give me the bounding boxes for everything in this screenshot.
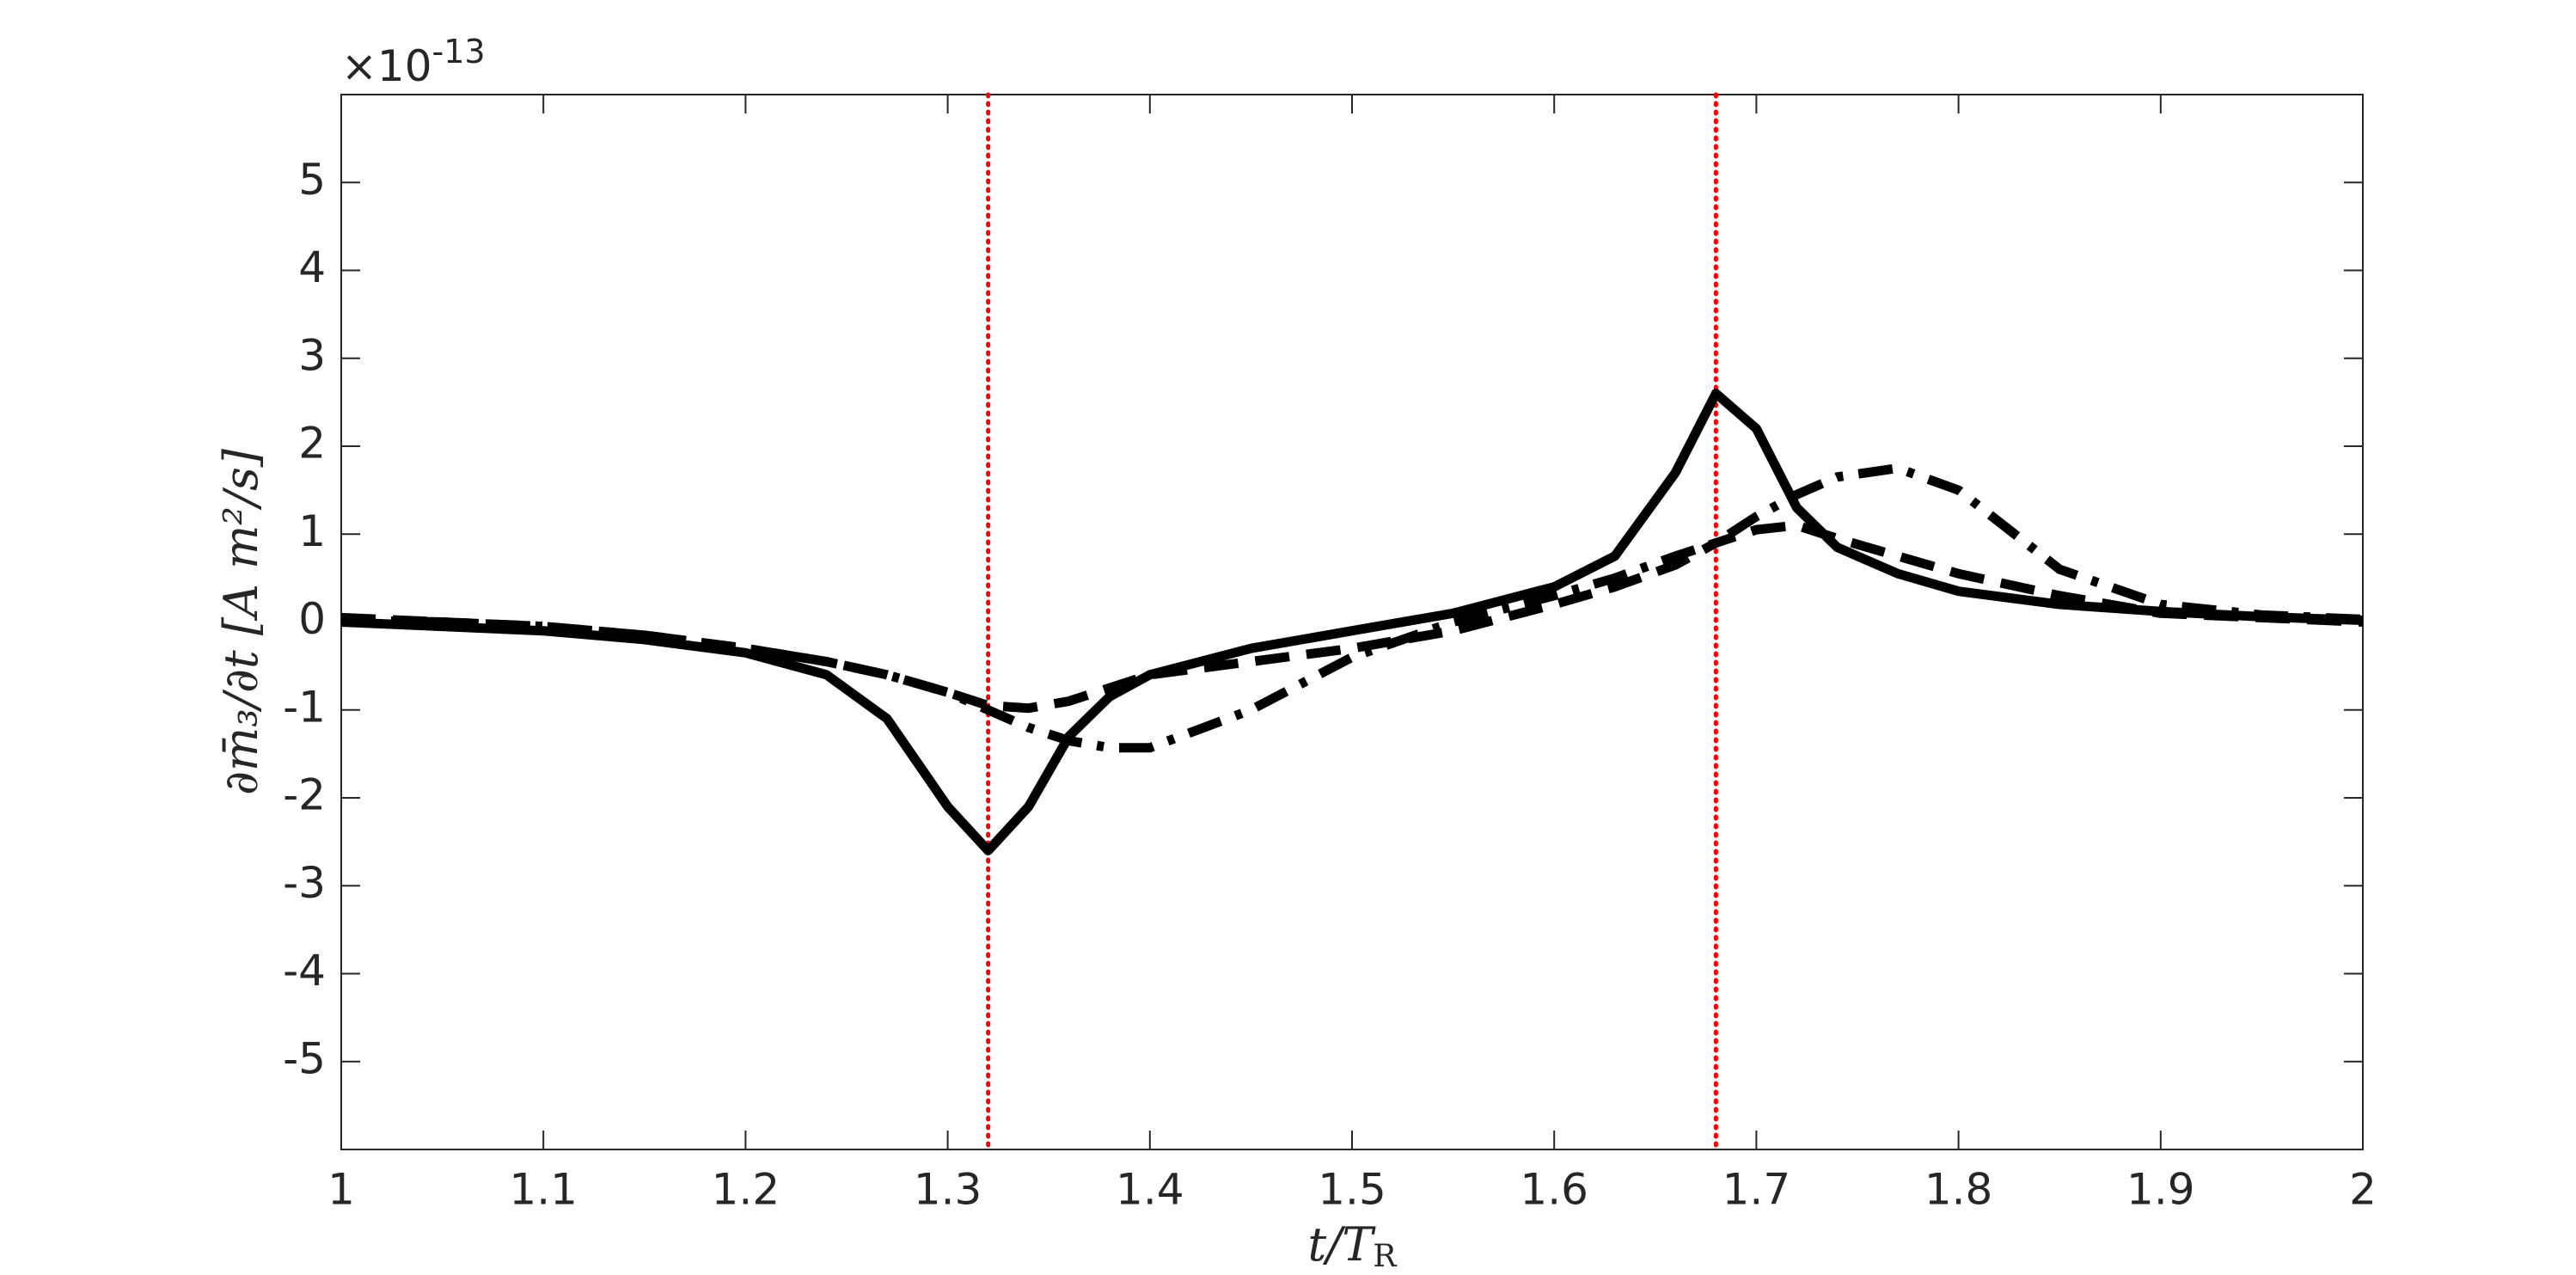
y-tick-label: -1: [283, 682, 326, 732]
y-tick-label: 0: [298, 594, 326, 644]
x-tick-label: 2: [2349, 1165, 2377, 1215]
x-tick-label: 1.5: [1318, 1165, 1386, 1215]
y-tick-label: -4: [283, 946, 326, 996]
y-tick-label: -5: [283, 1033, 326, 1083]
x-axis-label: t/TR: [1307, 1217, 1397, 1274]
y-tick-label: -3: [283, 858, 326, 908]
x-tick-label: 1.1: [509, 1165, 578, 1215]
y-tick-label: 2: [298, 419, 326, 469]
x-tick-label: 1.8: [1924, 1165, 1993, 1215]
x-tick-label: 1.7: [1722, 1165, 1791, 1215]
x-tick-label: 1.4: [1116, 1165, 1184, 1215]
x-tick-label: 1.9: [2126, 1165, 2195, 1215]
x-tick-label: 1.6: [1520, 1165, 1588, 1215]
y-multiplier: ×10-13: [341, 33, 486, 91]
x-tick-label: 1: [327, 1165, 355, 1215]
y-tick-label: 1: [298, 506, 326, 556]
y-tick-label: 5: [298, 155, 326, 205]
y-axis-label: ∂m̄₃/∂t [A m²/s]: [214, 448, 268, 795]
data-line: [340, 389, 2364, 855]
x-axis-label-main: t/T: [1307, 1217, 1376, 1272]
y-tick-label: 3: [298, 330, 326, 380]
x-axis-label-sub: R: [1373, 1239, 1397, 1274]
y-multiplier-base: ×10: [341, 41, 432, 91]
data-line: [340, 520, 2364, 714]
x-tick-label: 1.3: [914, 1165, 982, 1215]
y-tick-label: -2: [283, 770, 326, 820]
y-tick-label: 4: [298, 242, 326, 292]
data-line: [340, 463, 2364, 753]
y-multiplier-exponent: -13: [432, 33, 486, 70]
x-tick-label: 1.2: [712, 1165, 780, 1215]
